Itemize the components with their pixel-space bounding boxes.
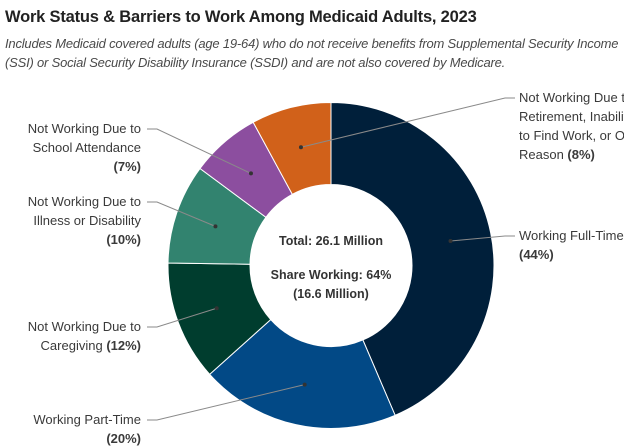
center-total: Total: 26.1 Million	[279, 234, 383, 248]
slice-label: Working Part-Time (20%)	[33, 412, 141, 446]
leader-line	[147, 307, 217, 328]
chart-subtitle: Includes Medicaid covered adults (age 19…	[5, 36, 619, 70]
leader-line	[147, 384, 305, 421]
donut-slice	[330, 101, 495, 417]
center-share-working: Share Working: 64%	[271, 268, 392, 282]
leader-dot	[248, 171, 253, 176]
leader-dot	[213, 224, 218, 229]
slice-label: Not Working Due to School Attendance (7%)	[28, 121, 141, 174]
center-summary: Total: 26.1 Million Share Working: 64% (…	[271, 234, 392, 301]
leader-dot	[448, 239, 453, 244]
slice-labels: Working Full-Time (44%) Working Part-Time(…	[28, 90, 624, 446]
leader-dot	[214, 306, 219, 311]
donut-slice	[252, 101, 332, 196]
chart-title: Work Status & Barriers to Work Among Med…	[5, 8, 477, 26]
leader-dot	[298, 145, 303, 150]
donut-slice	[208, 318, 396, 429]
leader-line	[147, 128, 252, 174]
leader-lines	[147, 97, 515, 421]
leader-line	[147, 201, 216, 227]
slice-label: Not Working Due to Illness or Disability(…	[28, 194, 142, 247]
slice-label: Working Full-Time (44%)	[519, 228, 624, 262]
slice-label: Not Working Due to Retirement, Inability t…	[519, 90, 624, 162]
leader-line	[300, 97, 515, 148]
donut-slices	[167, 101, 495, 429]
slice-label: Not Working Due to Caregiving (12%)	[28, 319, 141, 353]
leader-line	[450, 235, 515, 242]
center-share-count: (16.6 Million)	[293, 287, 369, 301]
leader-dot	[302, 382, 307, 387]
